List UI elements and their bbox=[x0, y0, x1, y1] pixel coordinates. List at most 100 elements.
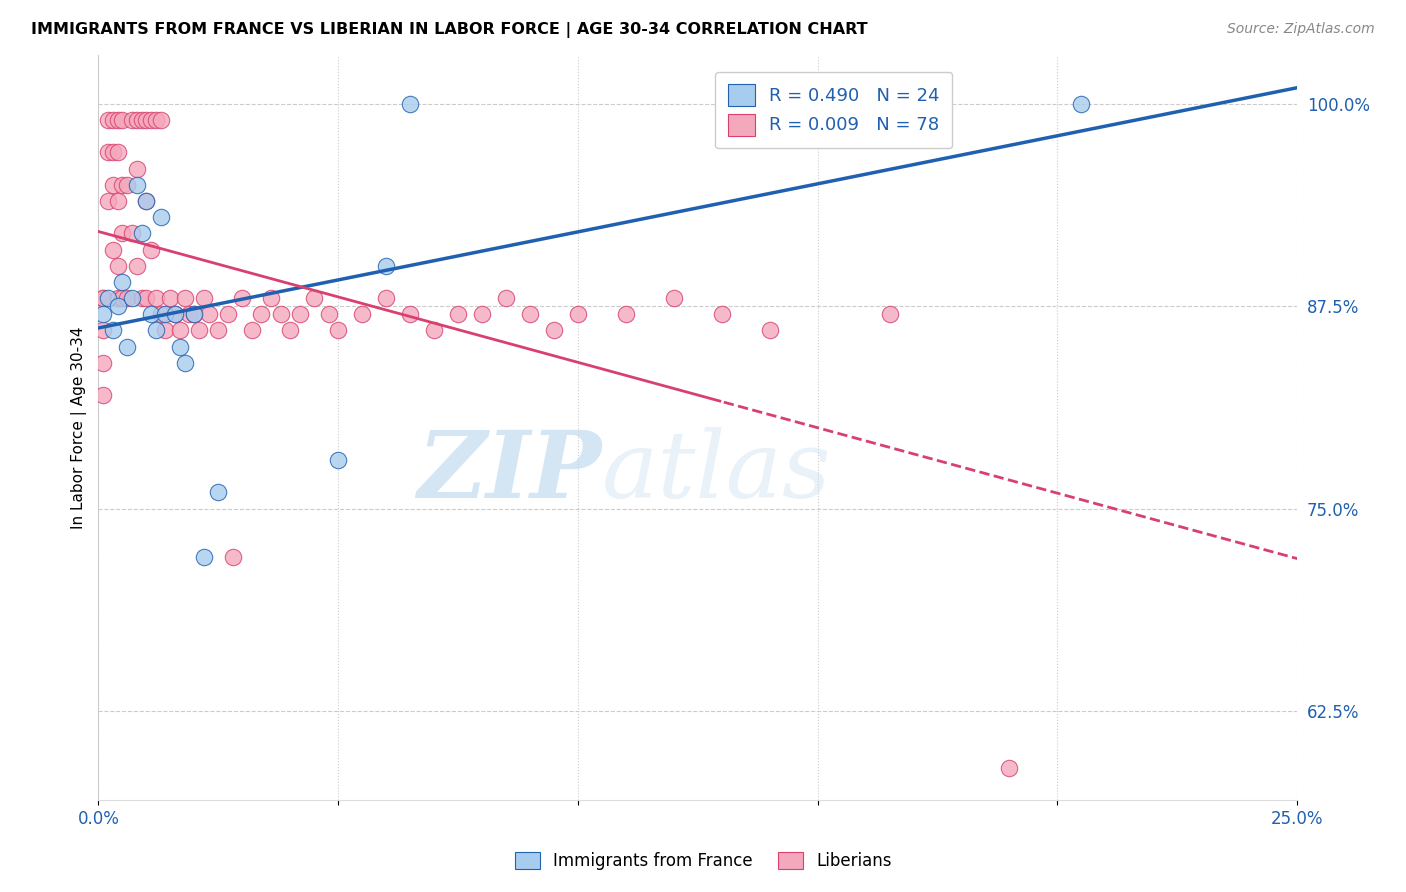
Point bbox=[193, 291, 215, 305]
Point bbox=[111, 112, 134, 127]
Point bbox=[139, 112, 162, 127]
Point bbox=[101, 178, 124, 192]
Point bbox=[231, 291, 253, 305]
Point bbox=[270, 307, 292, 321]
Point bbox=[101, 243, 124, 257]
Point bbox=[135, 194, 157, 208]
Point bbox=[375, 259, 398, 273]
Text: Source: ZipAtlas.com: Source: ZipAtlas.com bbox=[1227, 22, 1375, 37]
Point bbox=[165, 307, 187, 321]
Point bbox=[193, 550, 215, 565]
Point bbox=[183, 307, 205, 321]
Text: IMMIGRANTS FROM FRANCE VS LIBERIAN IN LABOR FORCE | AGE 30-34 CORRELATION CHART: IMMIGRANTS FROM FRANCE VS LIBERIAN IN LA… bbox=[31, 22, 868, 38]
Point bbox=[169, 324, 191, 338]
Point bbox=[758, 324, 780, 338]
Point bbox=[121, 112, 143, 127]
Point bbox=[135, 112, 157, 127]
Point bbox=[278, 324, 301, 338]
Point bbox=[375, 291, 398, 305]
Point bbox=[131, 227, 153, 241]
Point bbox=[159, 291, 181, 305]
Point bbox=[149, 210, 172, 224]
Point bbox=[125, 178, 148, 192]
Point bbox=[149, 307, 172, 321]
Point bbox=[145, 112, 167, 127]
Point bbox=[543, 324, 565, 338]
Point bbox=[97, 194, 120, 208]
Point bbox=[107, 259, 129, 273]
Point bbox=[107, 112, 129, 127]
Point bbox=[91, 291, 114, 305]
Point bbox=[155, 324, 177, 338]
Point bbox=[145, 291, 167, 305]
Point bbox=[302, 291, 325, 305]
Point bbox=[121, 227, 143, 241]
Point bbox=[179, 307, 201, 321]
Point bbox=[250, 307, 273, 321]
Y-axis label: In Labor Force | Age 30-34: In Labor Force | Age 30-34 bbox=[72, 326, 87, 529]
Point bbox=[107, 291, 129, 305]
Point bbox=[107, 145, 129, 160]
Point bbox=[135, 194, 157, 208]
Point bbox=[173, 291, 195, 305]
Point bbox=[101, 145, 124, 160]
Point bbox=[101, 324, 124, 338]
Point bbox=[115, 291, 138, 305]
Point bbox=[149, 112, 172, 127]
Legend: Immigrants from France, Liberians: Immigrants from France, Liberians bbox=[508, 845, 898, 877]
Point bbox=[107, 194, 129, 208]
Point bbox=[111, 227, 134, 241]
Point bbox=[97, 291, 120, 305]
Text: ZIP: ZIP bbox=[418, 427, 602, 517]
Point bbox=[91, 356, 114, 370]
Point bbox=[188, 324, 211, 338]
Legend: R = 0.490   N = 24, R = 0.009   N = 78: R = 0.490 N = 24, R = 0.009 N = 78 bbox=[716, 71, 952, 148]
Point bbox=[318, 307, 340, 321]
Point bbox=[155, 307, 177, 321]
Point bbox=[183, 307, 205, 321]
Point bbox=[879, 307, 901, 321]
Text: atlas: atlas bbox=[602, 427, 831, 517]
Point bbox=[519, 307, 541, 321]
Point bbox=[121, 291, 143, 305]
Point bbox=[145, 324, 167, 338]
Point bbox=[125, 259, 148, 273]
Point bbox=[288, 307, 311, 321]
Point bbox=[111, 275, 134, 289]
Point bbox=[207, 324, 229, 338]
Point bbox=[91, 291, 114, 305]
Point bbox=[91, 388, 114, 402]
Point bbox=[125, 112, 148, 127]
Point bbox=[135, 291, 157, 305]
Point bbox=[221, 550, 243, 565]
Point bbox=[495, 291, 517, 305]
Point bbox=[326, 324, 349, 338]
Point bbox=[91, 324, 114, 338]
Point bbox=[131, 112, 153, 127]
Point bbox=[131, 291, 153, 305]
Point bbox=[173, 356, 195, 370]
Point bbox=[352, 307, 374, 321]
Point bbox=[614, 307, 637, 321]
Point bbox=[260, 291, 283, 305]
Point bbox=[710, 307, 733, 321]
Point bbox=[240, 324, 263, 338]
Point bbox=[423, 324, 446, 338]
Point bbox=[139, 307, 162, 321]
Point bbox=[169, 340, 191, 354]
Point bbox=[1070, 96, 1092, 111]
Point bbox=[107, 299, 129, 313]
Point bbox=[326, 453, 349, 467]
Point bbox=[101, 112, 124, 127]
Point bbox=[111, 291, 134, 305]
Point bbox=[115, 340, 138, 354]
Point bbox=[567, 307, 589, 321]
Point bbox=[662, 291, 685, 305]
Point bbox=[399, 96, 422, 111]
Point bbox=[97, 145, 120, 160]
Point bbox=[447, 307, 470, 321]
Point bbox=[97, 112, 120, 127]
Point bbox=[217, 307, 239, 321]
Point bbox=[207, 485, 229, 500]
Point bbox=[471, 307, 494, 321]
